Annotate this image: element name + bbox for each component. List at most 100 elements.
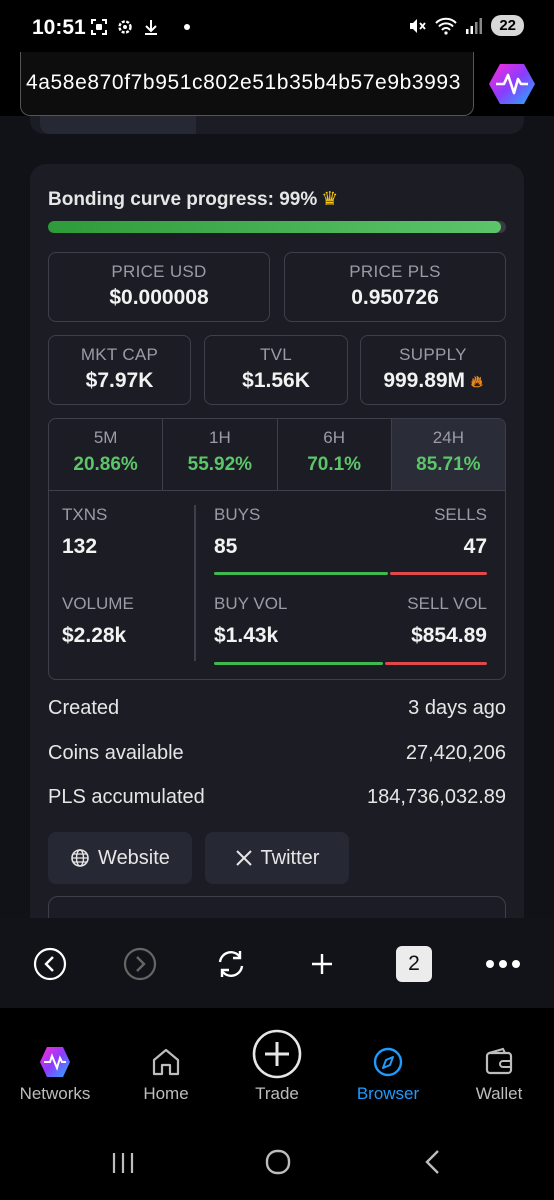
website-button[interactable]: Website — [48, 832, 192, 884]
price-pls-box: PRICE PLS 0.950726 — [284, 252, 506, 322]
sells-bar — [390, 572, 487, 575]
created-value: 3 days ago — [408, 697, 506, 719]
buy-vol-label: BUY VOL — [214, 594, 288, 613]
reload-button[interactable] — [211, 944, 251, 984]
back-button[interactable] — [30, 944, 70, 984]
new-tab-button[interactable] — [302, 944, 342, 984]
web-content[interactable]: Bonding curve progress: 99% ♛ PRICE USD $… — [0, 116, 554, 918]
price-pls-label: PRICE PLS — [349, 262, 441, 281]
sells-value: 47 — [463, 535, 487, 558]
website-label: Website — [98, 846, 170, 869]
period-label: 1H — [209, 428, 231, 447]
mute-icon — [410, 18, 427, 33]
period-tab-1h[interactable]: 1H 55.92% — [163, 419, 278, 490]
volume-value: $2.28k — [62, 624, 127, 647]
recent-apps-icon[interactable] — [110, 1150, 136, 1176]
period-change: 85.71% — [416, 454, 481, 475]
supply-label: SUPPLY — [399, 345, 467, 364]
app-bottom-nav: Networks Home Trade Browser Wallet — [0, 1008, 554, 1128]
tab-count-button[interactable]: 2 — [396, 946, 432, 982]
home-circle-icon[interactable] — [264, 1148, 292, 1176]
nav-browser[interactable]: Browser — [333, 1008, 443, 1128]
supply-value: 999.89M — [383, 369, 466, 392]
pulse-logo-icon[interactable] — [488, 62, 536, 106]
tvl-value: $1.56K — [242, 369, 310, 392]
plus-circle-icon — [252, 1029, 302, 1079]
created-label: Created — [48, 697, 120, 719]
nav-home[interactable]: Home — [111, 1008, 221, 1128]
price-usd-label: PRICE USD — [111, 262, 207, 281]
sell-vol-label: SELL VOL — [407, 594, 487, 613]
bonding-progress-bar — [48, 221, 506, 233]
battery-indicator: 22 — [491, 15, 524, 36]
forward-button[interactable] — [120, 944, 160, 984]
nav-trade-label: Trade — [255, 1084, 299, 1103]
wifi-icon — [435, 17, 458, 35]
txns-value: 132 — [62, 535, 98, 558]
more-menu-button[interactable] — [483, 944, 523, 984]
address-bar: 4a58e870f7b951c802e51b35b4b57e9b3993 — [0, 52, 554, 116]
status-bar: 10:51 22 — [0, 0, 554, 52]
nav-wallet-label: Wallet — [475, 1084, 523, 1103]
nav-wallet[interactable]: Wallet — [444, 1008, 554, 1128]
crown-icon: ♛ — [321, 189, 339, 210]
status-time: 10:51 — [32, 16, 86, 39]
supply-value-wrap: 999.89M 🔥︎ — [361, 369, 505, 393]
previous-card-partial — [30, 116, 524, 134]
mktcap-label: MKT CAP — [80, 345, 159, 364]
nav-browser-label: Browser — [356, 1084, 420, 1103]
x-logo-icon — [235, 850, 252, 866]
bonding-curve-title: Bonding curve progress: 99% — [48, 189, 318, 210]
tvl-box: TVL $1.56K — [204, 335, 348, 405]
period-label: 5M — [93, 428, 118, 447]
nav-trade[interactable]: Trade — [222, 1008, 332, 1128]
mktcap-box: MKT CAP $7.97K — [48, 335, 191, 405]
sell-vol-value: $854.89 — [411, 624, 487, 647]
networks-logo-icon — [40, 1047, 70, 1077]
period-tab-6h[interactable]: 6H 70.1% — [278, 419, 392, 490]
price-pls-value: 0.950726 — [351, 286, 439, 309]
nav-networks-label: Networks — [19, 1084, 91, 1103]
bonding-progress-fill — [48, 221, 502, 233]
volume-label: VOLUME — [62, 594, 134, 613]
period-change: 20.86% — [73, 454, 138, 475]
status-icons-left — [90, 18, 190, 36]
twitter-label: Twitter — [260, 846, 320, 869]
txns-label: TXNS — [62, 505, 108, 524]
price-usd-value: $0.000008 — [109, 286, 209, 309]
coins-available-value: 27,420,206 — [405, 742, 506, 764]
pls-accumulated-value: 184,736,032.89 — [366, 786, 506, 808]
coins-available-row: Coins available 27,420,206 — [48, 742, 506, 765]
system-back-icon[interactable] — [420, 1148, 446, 1176]
buys-label: BUYS — [214, 505, 261, 524]
settings-gear-icon — [118, 20, 132, 34]
period-tab-24h[interactable]: 24H 85.71% — [391, 419, 505, 490]
stats-panel: 5M 20.86% 1H 55.92% 6H 70.1% 24H 85.71% … — [48, 418, 506, 680]
mktcap-value: $7.97K — [85, 369, 154, 392]
globe-icon — [71, 849, 89, 867]
back-arrow-icon — [33, 947, 67, 981]
period-tab-5m[interactable]: 5M 20.86% — [49, 419, 164, 490]
signal-icon — [466, 17, 483, 34]
stats-divider — [194, 505, 196, 661]
pls-accumulated-row: PLS accumulated 184,736,032.89 — [48, 786, 506, 809]
period-tabs: 5M 20.86% 1H 55.92% 6H 70.1% 24H 85.71% — [49, 419, 505, 491]
price-usd-box: PRICE USD $0.000008 — [48, 252, 270, 322]
screenshot-icon — [91, 19, 107, 35]
browser-toolbar — [0, 918, 554, 1008]
url-field[interactable]: 4a58e870f7b951c802e51b35b4b57e9b3993 — [20, 52, 474, 116]
next-section-partial — [48, 896, 506, 918]
twitter-button[interactable]: Twitter — [205, 832, 349, 884]
period-change: 55.92% — [187, 454, 253, 475]
period-change: 70.1% — [307, 454, 362, 475]
nav-networks[interactable]: Networks — [0, 1008, 110, 1128]
plus-icon — [312, 954, 332, 974]
status-icons-right: 22 — [407, 15, 524, 36]
token-stats-card — [30, 164, 524, 918]
sells-label: SELLS — [434, 505, 487, 524]
buys-value: 85 — [214, 535, 238, 558]
period-label: 6H — [323, 428, 345, 447]
flame-icon: 🔥︎ — [470, 374, 483, 391]
url-text: 4a58e870f7b951c802e51b35b4b57e9b3993 — [25, 71, 461, 94]
home-icon — [152, 1048, 180, 1076]
